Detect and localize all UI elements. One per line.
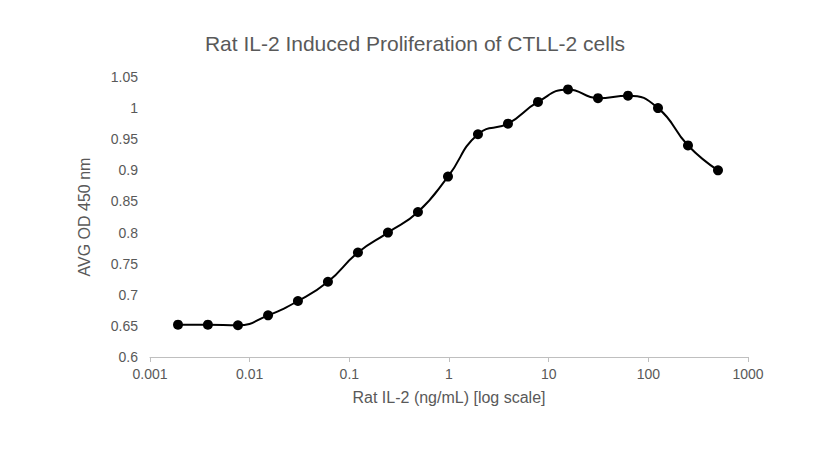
svg-text:1: 1	[130, 100, 138, 116]
svg-text:1: 1	[445, 366, 453, 382]
svg-text:0.7: 0.7	[119, 287, 139, 303]
svg-text:0.65: 0.65	[111, 318, 138, 334]
svg-text:0.75: 0.75	[111, 256, 138, 272]
svg-text:Rat IL-2 Induced Proliferation: Rat IL-2 Induced Proliferation of CTLL-2…	[205, 32, 625, 55]
svg-text:1000: 1000	[732, 366, 763, 382]
svg-text:0.001: 0.001	[132, 366, 167, 382]
svg-text:AVG OD 450 nm: AVG OD 450 nm	[76, 158, 93, 277]
svg-text:0.1: 0.1	[340, 366, 360, 382]
svg-text:10: 10	[541, 366, 557, 382]
svg-text:0.8: 0.8	[119, 225, 139, 241]
svg-text:100: 100	[637, 366, 661, 382]
svg-text:0.01: 0.01	[236, 366, 263, 382]
svg-text:1.05: 1.05	[111, 69, 138, 85]
svg-text:Rat IL-2 (ng/mL) [log scale]: Rat IL-2 (ng/mL) [log scale]	[353, 389, 546, 406]
svg-text:0.85: 0.85	[111, 193, 138, 209]
svg-text:0.95: 0.95	[111, 131, 138, 147]
svg-text:0.6: 0.6	[119, 349, 139, 365]
svg-text:0.9: 0.9	[119, 162, 139, 178]
